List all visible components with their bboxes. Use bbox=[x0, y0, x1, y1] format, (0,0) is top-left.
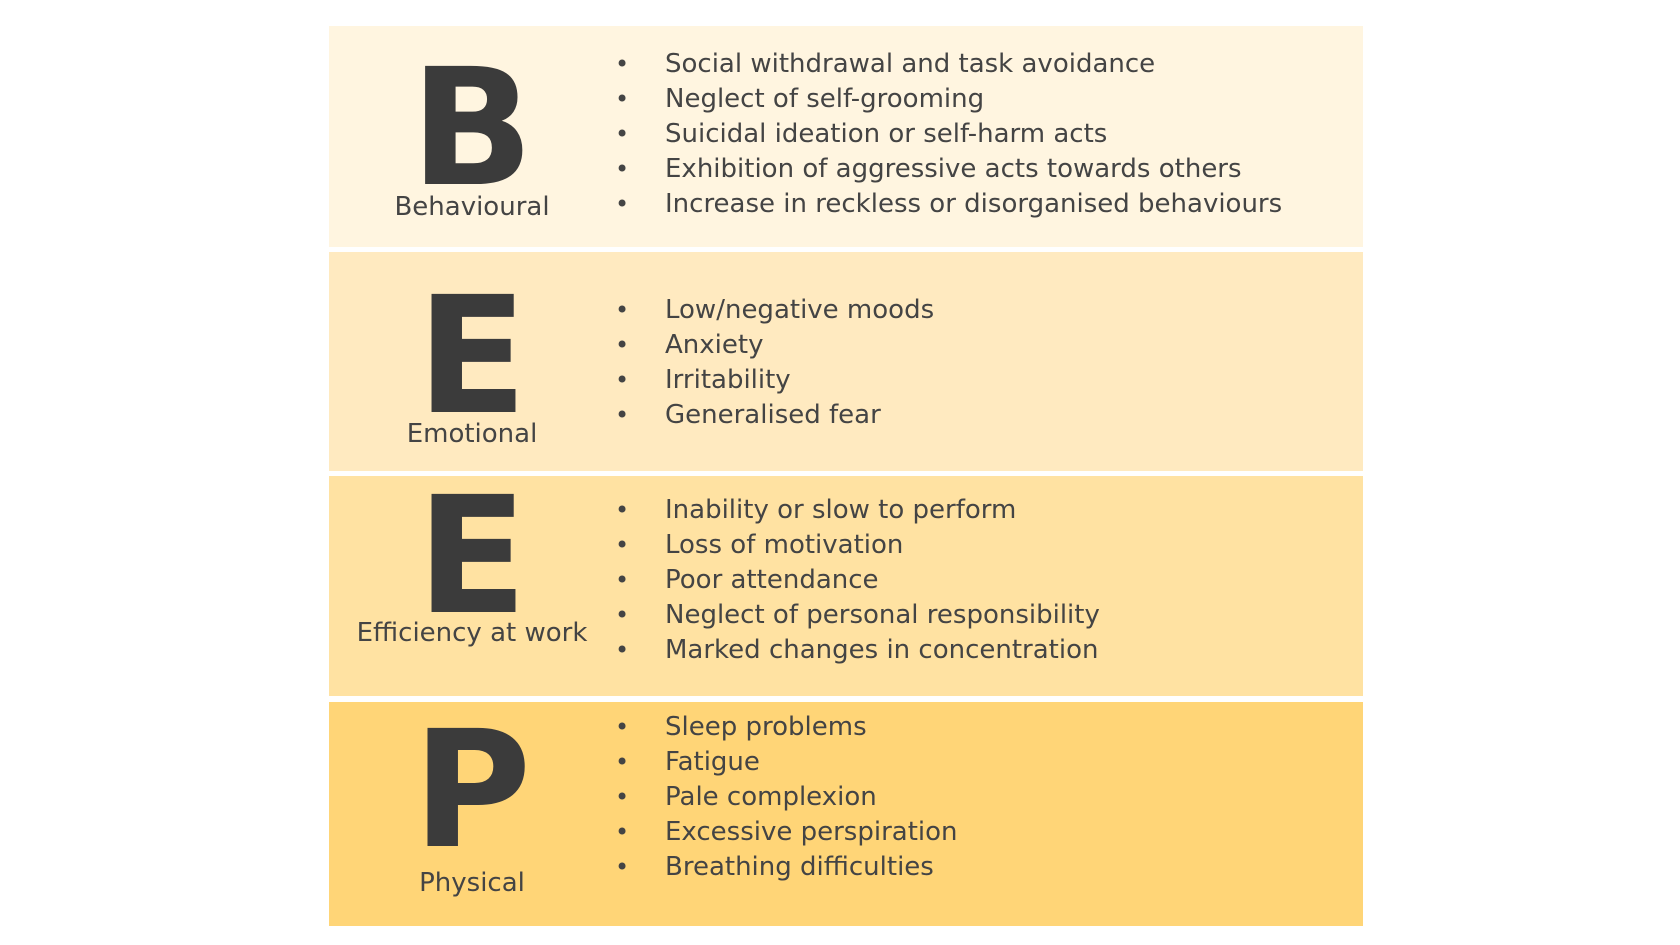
list-item: • Exhibition of aggressive acts towards o… bbox=[615, 151, 1363, 186]
bullet: • bbox=[615, 852, 630, 881]
item-text: Poor attendance bbox=[665, 564, 879, 595]
bullet: • bbox=[615, 49, 630, 78]
item-list: • Inability or slow to perform • Loss of m… bbox=[615, 492, 1363, 667]
list-item: • Sleep problems bbox=[615, 709, 1363, 744]
bullet: • bbox=[615, 154, 630, 183]
item-text: Excessive perspiration bbox=[665, 816, 958, 847]
list-item: • Loss of motivation bbox=[615, 527, 1363, 562]
item-text: Sleep problems bbox=[665, 711, 867, 742]
list-item: • Generalised fear bbox=[615, 397, 1363, 432]
list-item: • Social withdrawal and task avoidance bbox=[615, 46, 1363, 81]
letter-column: P Physical bbox=[329, 702, 615, 926]
list-item: • Pale complexion bbox=[615, 779, 1363, 814]
item-text: Increase in reckless or disorganised beh… bbox=[665, 188, 1283, 219]
bullet: • bbox=[615, 747, 630, 776]
item-text: Irritability bbox=[665, 364, 791, 395]
band-behavioural: B Behavioural • Social withdrawal and tas… bbox=[329, 26, 1363, 247]
band-letter: P bbox=[412, 697, 532, 885]
band-letter: E bbox=[416, 263, 528, 451]
band-emotional: E Emotional • Low/negative moods • Anxiety… bbox=[329, 252, 1363, 471]
letter-column: E Emotional bbox=[329, 252, 615, 471]
list-item: • Low/negative moods bbox=[615, 292, 1363, 327]
item-text: Neglect of personal responsibility bbox=[665, 599, 1100, 630]
item-text: Fatigue bbox=[665, 746, 760, 777]
list-item: • Breathing difficulties bbox=[615, 849, 1363, 884]
bullet: • bbox=[615, 189, 630, 218]
bullet: • bbox=[615, 635, 630, 664]
bullet: • bbox=[615, 817, 630, 846]
letter-column: B Behavioural bbox=[329, 26, 615, 247]
item-list: • Low/negative moods • Anxiety • Irritabili… bbox=[615, 292, 1363, 432]
bullet: • bbox=[615, 530, 630, 559]
category-label: Emotional bbox=[406, 419, 538, 449]
list-item: • Fatigue bbox=[615, 744, 1363, 779]
item-text: Neglect of self-grooming bbox=[665, 83, 985, 114]
item-text: Suicidal ideation or self-harm acts bbox=[665, 118, 1108, 149]
category-label: Efficiency at work bbox=[356, 618, 588, 648]
bullet: • bbox=[615, 119, 630, 148]
item-text: Low/negative moods bbox=[665, 294, 935, 325]
list-item: • Increase in reckless or disorganised be… bbox=[615, 186, 1363, 221]
bullet: • bbox=[615, 84, 630, 113]
item-list: • Sleep problems • Fatigue • Pale complexio… bbox=[615, 709, 1363, 884]
items-column: • Low/negative moods • Anxiety • Irritabili… bbox=[615, 252, 1363, 471]
item-text: Marked changes in concentration bbox=[665, 634, 1099, 665]
item-list: • Social withdrawal and task avoidance • N… bbox=[615, 46, 1363, 221]
bullet: • bbox=[615, 712, 630, 741]
item-text: Inability or slow to perform bbox=[665, 494, 1017, 525]
list-item: • Irritability bbox=[615, 362, 1363, 397]
bullet: • bbox=[615, 330, 630, 359]
list-item: • Neglect of personal responsibility bbox=[615, 597, 1363, 632]
category-label: Physical bbox=[419, 868, 525, 898]
band-physical: P Physical • Sleep problems • Fatigue • Pal… bbox=[329, 702, 1363, 926]
bullet: • bbox=[615, 295, 630, 324]
items-column: • Inability or slow to perform • Loss of m… bbox=[615, 476, 1363, 696]
item-text: Anxiety bbox=[665, 329, 764, 360]
bullet: • bbox=[615, 565, 630, 594]
list-item: • Excessive perspiration bbox=[615, 814, 1363, 849]
band-efficiency: E Efficiency at work • Inability or slow … bbox=[329, 476, 1363, 696]
band-letter: E bbox=[416, 463, 528, 651]
bullet: • bbox=[615, 495, 630, 524]
item-text: Exhibition of aggressive acts towards ot… bbox=[665, 153, 1242, 184]
band-letter: B bbox=[410, 35, 534, 223]
bullet: • bbox=[615, 400, 630, 429]
beep-table: B Behavioural • Social withdrawal and tas… bbox=[329, 26, 1363, 926]
bullet: • bbox=[615, 782, 630, 811]
letter-column: E Efficiency at work bbox=[329, 476, 615, 696]
list-item: • Inability or slow to perform bbox=[615, 492, 1363, 527]
bullet: • bbox=[615, 365, 630, 394]
list-item: • Poor attendance bbox=[615, 562, 1363, 597]
item-text: Social withdrawal and task avoidance bbox=[665, 48, 1156, 79]
items-column: • Sleep problems • Fatigue • Pale complexio… bbox=[615, 702, 1363, 926]
item-text: Generalised fear bbox=[665, 399, 881, 430]
list-item: • Suicidal ideation or self-harm acts bbox=[615, 116, 1363, 151]
category-label: Behavioural bbox=[394, 192, 550, 222]
list-item: • Neglect of self-grooming bbox=[615, 81, 1363, 116]
bullet: • bbox=[615, 600, 630, 629]
item-text: Loss of motivation bbox=[665, 529, 904, 560]
item-text: Breathing difficulties bbox=[665, 851, 934, 882]
item-text: Pale complexion bbox=[665, 781, 877, 812]
list-item: • Marked changes in concentration bbox=[615, 632, 1363, 667]
items-column: • Social withdrawal and task avoidance • N… bbox=[615, 26, 1363, 247]
list-item: • Anxiety bbox=[615, 327, 1363, 362]
